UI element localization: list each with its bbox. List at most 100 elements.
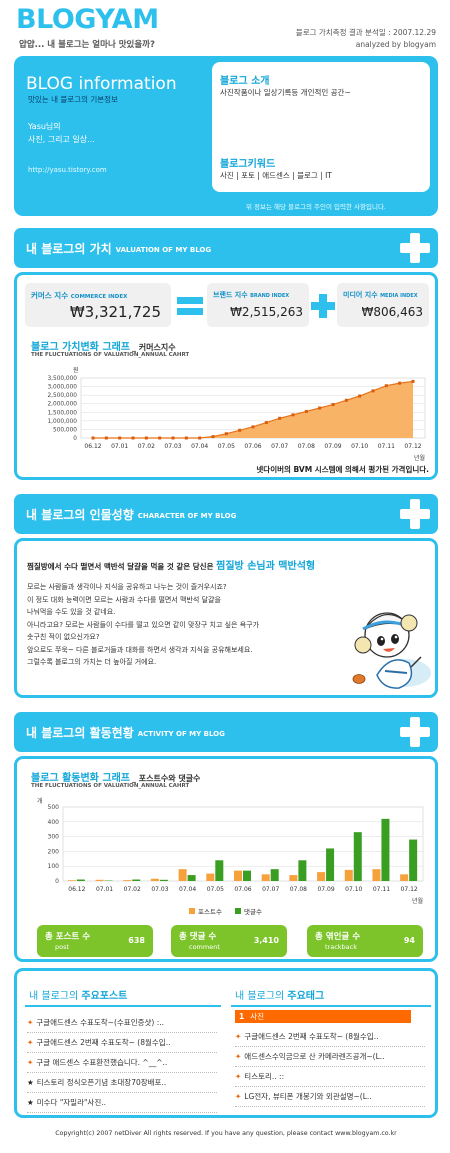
comment-count-bar bbox=[326, 848, 335, 881]
y-tick-label: 400 bbox=[48, 819, 60, 826]
data-point bbox=[131, 436, 135, 440]
media-en: MEDIA INDEX bbox=[380, 293, 418, 299]
brand-en: BRAND INDEX bbox=[250, 293, 290, 299]
post-link[interactable]: ★ 티스토리 정식오픈기념 초대장70장배포.. bbox=[27, 1073, 217, 1093]
tag-post-link[interactable]: ✦ 티스토리.. :: bbox=[235, 1067, 425, 1087]
data-point bbox=[291, 413, 295, 417]
post-link[interactable]: ★ 미수다 "자밀라"사진.. bbox=[27, 1093, 217, 1113]
top-tag-row[interactable]: 1 사진 bbox=[235, 1010, 411, 1023]
media-value: ₩806,463 bbox=[361, 305, 424, 319]
data-point bbox=[224, 432, 228, 436]
trackback-count-en: trackback bbox=[325, 943, 357, 951]
tag-post-link[interactable]: ✦ 구글애드센스 2번째 수표도착~ (8월수입.. bbox=[235, 1027, 425, 1047]
expand-plus-icon[interactable] bbox=[398, 231, 432, 265]
legend-label: 포스트수 bbox=[198, 908, 222, 916]
character-mascot-illustration bbox=[352, 612, 431, 689]
comment-count-badge: 총 댓글 수 comment 3,410 bbox=[171, 925, 287, 957]
post-count-value: 638 bbox=[128, 936, 145, 945]
plus-icon bbox=[311, 294, 335, 318]
activity-chart-title-sub: _ 포스트수와 댓글수 bbox=[131, 774, 201, 783]
value-chart: 3,500,000 3,000,000 2,500,000 2,000,000 1,50… bbox=[47, 366, 426, 462]
blog-info-panel: BLOG information 맛있는 내 블로그의 기본정보 Yasu님의 … bbox=[14, 56, 438, 216]
comment-count-bar bbox=[187, 875, 196, 881]
blogyam-logo[interactable]: BLOGYAM bbox=[16, 4, 159, 35]
character-title: 내 블로그의 bbox=[26, 508, 86, 522]
keyword-list: 사진 | 포토 | 애드센스 | 블로그 | IT bbox=[220, 171, 332, 180]
commerce-area bbox=[93, 381, 413, 438]
comment-count-bar bbox=[132, 879, 141, 881]
intro-text: 사진작품이나 일상기록등 개인적인 공간~ bbox=[220, 88, 351, 97]
commerce-label: 커머스 지수 bbox=[31, 291, 69, 300]
character-line: 그럴수록 블로그의 가치는 더 높아질 거에요. bbox=[27, 658, 157, 666]
x-unit-label: 년월 bbox=[412, 897, 423, 905]
y-tick-label: 500 bbox=[48, 804, 60, 811]
post-count-label: 총 포스트 수 bbox=[45, 932, 91, 942]
x-tick-label: 07.07 bbox=[262, 886, 279, 893]
info-title: BLOG information bbox=[26, 74, 177, 94]
comment-count-bar bbox=[215, 860, 224, 881]
post-link[interactable]: ✦ 구글애드센스 2번째 수표도착~ (8월수입.. bbox=[27, 1033, 217, 1053]
x-tick-label: 06.12 bbox=[84, 443, 101, 450]
data-point bbox=[264, 421, 268, 425]
main-tags-list: ✦ 구글애드센스 2번째 수표도착~ (8월수입.. ✦ 애드센스수익금으로 산 카… bbox=[235, 1027, 431, 1111]
main-posts-title: 주요포스트 bbox=[81, 991, 128, 1002]
valuation-bar: 내 블로그의 가치 VALUATION OF MY BLOG bbox=[14, 228, 438, 268]
data-point bbox=[371, 389, 375, 393]
expand-plus-icon[interactable] bbox=[398, 715, 432, 749]
data-point bbox=[211, 435, 215, 439]
main-posts-title-pre: 내 블로그의 bbox=[29, 991, 79, 1002]
x-tick-label: 07.02 bbox=[124, 886, 141, 893]
commerce-index-box: 커머스 지수 COMMERCE INDEX ₩3,321,725 bbox=[25, 283, 171, 327]
post-link[interactable]: ✦ 구글 애드센스 수표환전했습니다. ^__^.. bbox=[27, 1053, 217, 1073]
x-tick-label: 07.11 bbox=[373, 886, 390, 893]
bullet-icon: ✦ bbox=[235, 1072, 242, 1081]
data-point bbox=[304, 409, 308, 413]
bullet-icon: ✦ bbox=[235, 1092, 242, 1101]
comment-count-value: 3,410 bbox=[253, 936, 279, 945]
tag-post-link[interactable]: ✦ LG전자, 뷰티폰 개봉기와 외관설명~(L.. bbox=[235, 1087, 425, 1107]
info-note: 위 정보는 해당 블로그의 주인이 입력한 사항입니다. bbox=[245, 203, 386, 211]
brand-index-box: 브랜드 지수 BRAND INDEX ₩2,515,263 bbox=[207, 283, 309, 327]
main-tags-title: 주요태그 bbox=[287, 991, 325, 1002]
blog-url[interactable]: http://yasu.tistory.com bbox=[28, 166, 107, 174]
comment-count-label: 총 댓글 수 bbox=[179, 932, 217, 942]
post-count-badge: 총 포스트 수 post 638 bbox=[37, 925, 153, 957]
equals-icon bbox=[177, 295, 203, 317]
character-line: 앞으로도 쭈욱~ 다른 블로거들과 대화를 하면서 생각과 지식을 공유해보세요… bbox=[27, 645, 253, 654]
x-tick-label: 07.05 bbox=[218, 443, 235, 450]
commerce-value: ₩3,321,725 bbox=[69, 303, 161, 321]
comment-count-bar bbox=[298, 860, 307, 881]
x-tick-label: 07.01 bbox=[111, 443, 128, 450]
data-point bbox=[118, 436, 122, 440]
posts-tags-card: 내 블로그의 주요포스트 ✦ 구글애드센스 수표도착~(수표인증샷) :.. ✦ 구… bbox=[14, 968, 438, 1118]
top-tag-rank: 1 bbox=[239, 1012, 245, 1021]
activity-chart-en: THE FLUCTUATIONS OF VALUATION_ANNUAL CAH… bbox=[31, 783, 190, 789]
top-tag-label: 사진 bbox=[250, 1012, 265, 1021]
tag-post-link[interactable]: ✦ 애드센스수익금으로 산 카메라렌즈공개~(L.. bbox=[235, 1047, 425, 1067]
bullet-icon: ✦ bbox=[27, 1038, 34, 1047]
y-tick-label: 200 bbox=[48, 848, 60, 855]
plot-area bbox=[62, 806, 424, 882]
data-point bbox=[411, 379, 415, 383]
bullet-icon: ✦ bbox=[27, 1058, 34, 1067]
post-count-bar bbox=[372, 869, 381, 881]
x-tick-label: 07.12 bbox=[401, 886, 418, 893]
legend-swatch bbox=[189, 908, 195, 914]
post-count-bar bbox=[317, 872, 326, 881]
bullet-icon: ✦ bbox=[27, 1018, 34, 1027]
y-tick-label: 1,500,000 bbox=[47, 410, 77, 416]
info-subtitle: 맛있는 내 블로그의 기본정보 bbox=[28, 95, 118, 104]
intro-label: 블로그 소개 bbox=[220, 76, 270, 87]
character-bar: 내 블로그의 인물성향 CHARACTER OF MY BLOG bbox=[14, 494, 438, 534]
post-count-bar bbox=[67, 880, 76, 881]
post-count-bar bbox=[234, 870, 242, 881]
x-tick-label: 07.01 bbox=[96, 886, 113, 893]
report-date: 블로그 가치측정 결과 분석일 : 2007.12.29 bbox=[295, 28, 436, 37]
expand-plus-icon[interactable] bbox=[398, 497, 432, 531]
post-link[interactable]: ✦ 구글애드센스 수표도착~(수표인증샷) :.. bbox=[27, 1013, 217, 1033]
x-tick-label: 07.05 bbox=[207, 886, 224, 893]
blog-name: 사진, 그리고 일상... bbox=[28, 135, 95, 144]
data-point bbox=[158, 436, 162, 440]
brand-value: ₩2,515,263 bbox=[230, 305, 303, 319]
main-tags-title-pre: 내 블로그의 bbox=[235, 991, 285, 1002]
